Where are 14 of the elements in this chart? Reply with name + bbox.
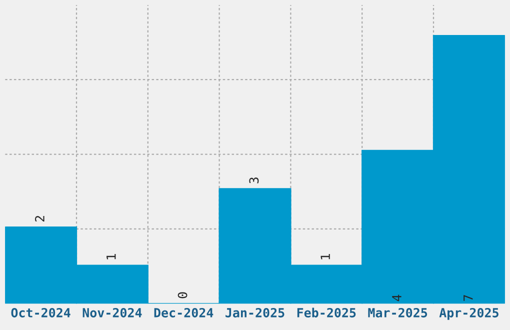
- x-tick-label: Jan-2025: [226, 308, 284, 318]
- x-tick-label: Feb-2025: [297, 308, 356, 318]
- x-tick-label: Nov-2024: [82, 308, 142, 318]
- data-label: 4: [392, 294, 402, 302]
- x-tick-label: Dec-2024: [154, 308, 214, 318]
- data-label: 1: [106, 254, 116, 260]
- x-tick-label: Apr-2025: [439, 308, 498, 320]
- x-tick-label: Mar-2025: [368, 308, 428, 318]
- data-label: 0: [178, 292, 188, 298]
- data-label: 3: [249, 178, 259, 184]
- x-tick-label: Oct-2024: [11, 308, 70, 318]
- data-label: 1: [320, 254, 330, 260]
- data-label: 7: [464, 295, 473, 301]
- data-label: 2: [35, 216, 44, 222]
